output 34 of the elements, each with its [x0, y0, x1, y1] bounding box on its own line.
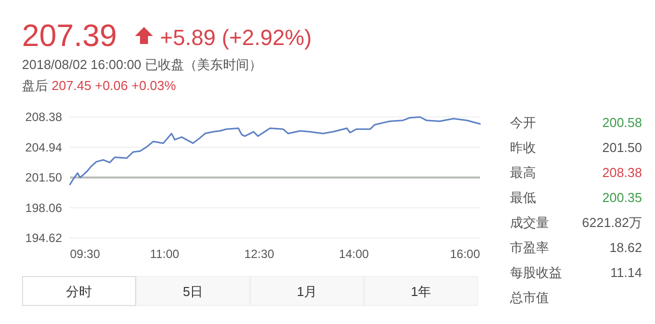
x-tick-label: 12:30 — [244, 247, 275, 261]
y-tick-label: 204.94 — [25, 140, 62, 154]
text: 每股收益 — [510, 265, 562, 280]
text: 分时 — [66, 284, 92, 299]
text: 总市值 — [509, 290, 549, 305]
text: 11.14 — [610, 265, 642, 280]
x-tick-label: 09:30 — [70, 247, 100, 261]
text: 5日 — [182, 284, 204, 299]
text: 6221.82万 — [582, 215, 642, 230]
text: 昨收 — [510, 140, 536, 155]
x-tick-label: 14:00 — [338, 247, 370, 261]
text: 1年 — [410, 284, 432, 299]
text: 最低 — [510, 190, 536, 205]
text: 200.35 — [602, 190, 642, 205]
text: 成交量 — [510, 215, 549, 230]
text: 今开 — [510, 115, 536, 130]
y-tick-label: 208.38 — [25, 110, 62, 124]
text: 最高 — [510, 165, 536, 180]
x-tick-label: 11:00 — [150, 247, 180, 261]
x-tick-label: 16:00 — [450, 247, 480, 261]
text: 201.50 — [602, 140, 642, 155]
chart-title: 207.39 — [22, 18, 117, 53]
y-tick-label: 201.50 — [25, 170, 62, 184]
line-series — [69, 116, 481, 186]
text: 200.58 — [602, 115, 642, 130]
y-tick-label: 194.62 — [25, 231, 62, 245]
text: 市盈率 — [510, 240, 549, 255]
text: 208.38 — [602, 165, 642, 180]
chart-subtitle: +5.89 (+2.92%) — [160, 25, 312, 50]
text: 2018/08/02 16:00:00 已收盘（美东时间） — [22, 57, 262, 72]
text: 1月 — [296, 284, 318, 299]
text: 盘后 207.45 +0.06 +0.03% — [22, 78, 176, 93]
y-tick-label: 198.06 — [25, 200, 62, 215]
text: 18.62 — [609, 240, 642, 255]
